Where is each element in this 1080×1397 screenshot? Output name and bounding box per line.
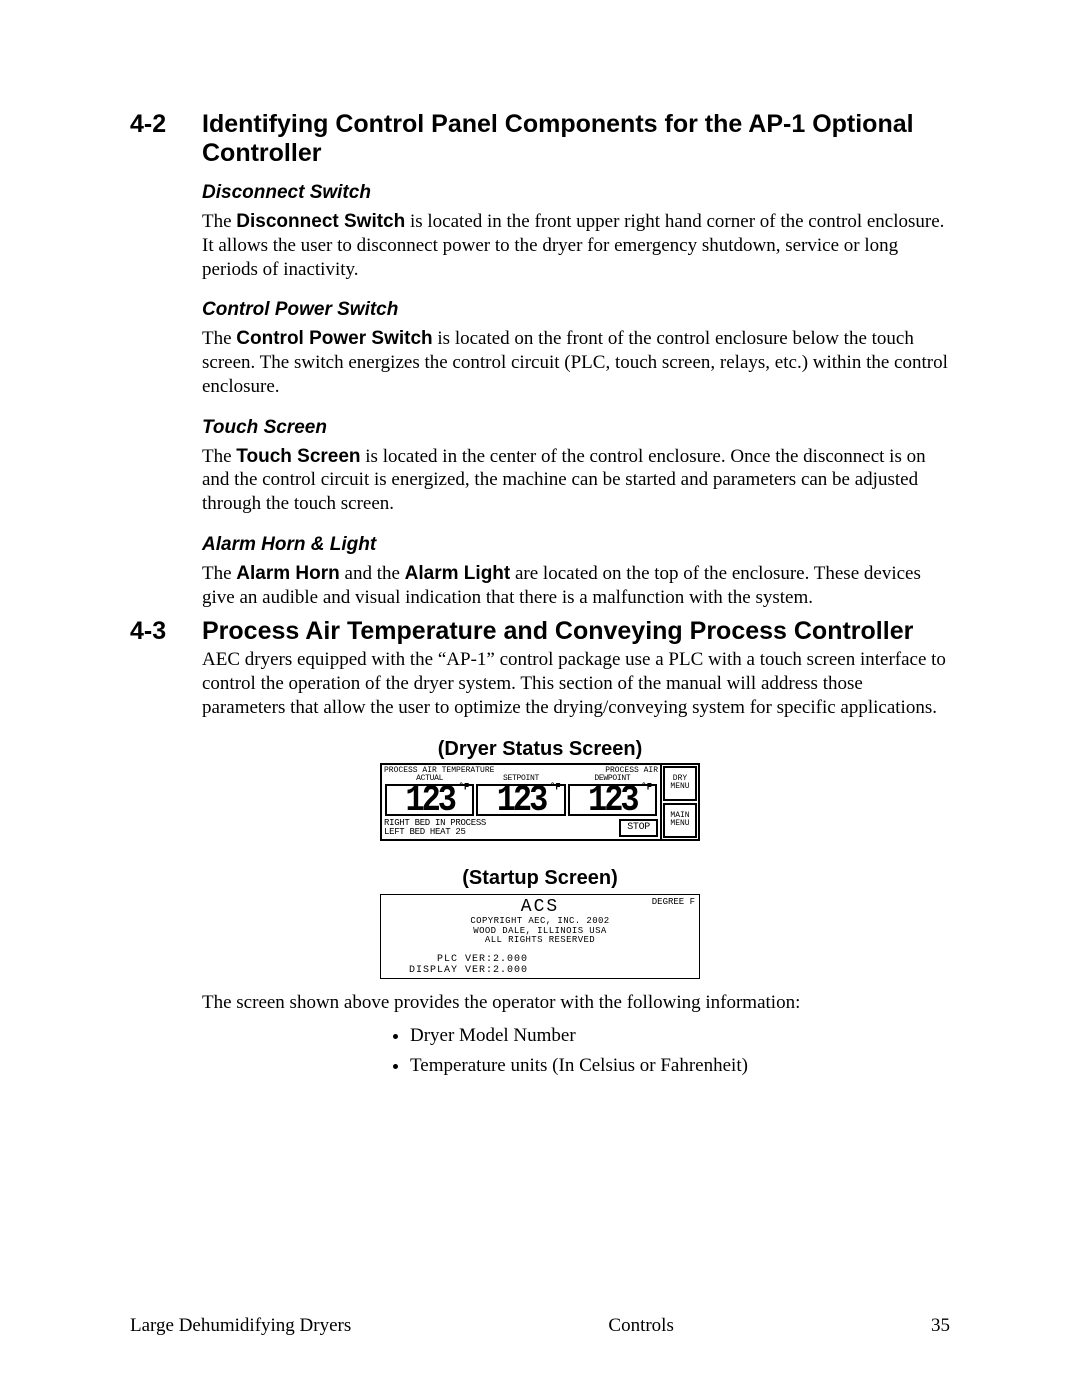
section-4-2-number: 4-2 (130, 110, 202, 168)
footer-right: 35 (931, 1315, 950, 1337)
section-4-3-body: AEC dryers equipped with the “AP-1” cont… (202, 648, 950, 719)
alarm-bold1: Alarm Horn (236, 563, 339, 584)
setpoint-value: 123 (497, 779, 546, 822)
page-footer: Large Dehumidifying Dryers Controls 35 (130, 1315, 950, 1337)
alarm-lead: The (202, 563, 236, 584)
actual-value: 123 (405, 779, 454, 822)
dewpoint-value-box: °F123 (568, 784, 657, 817)
footer-left: Large Dehumidifying Dryers (130, 1315, 351, 1337)
disconnect-lead: The (202, 211, 236, 232)
control-power-heading: Control Power Switch (202, 299, 950, 321)
dryer-status-screen: PROCESS AIR TEMPERATURE PROCESS AIR ACTU… (380, 763, 700, 842)
touch-screen-paragraph: The Touch Screen is located in the cente… (202, 445, 950, 516)
section-4-3-paragraph: AEC dryers equipped with the “AP-1” cont… (202, 648, 950, 719)
degf-3: °F (641, 783, 652, 791)
dryer-status-2: LEFT BED HEAT 25 (384, 828, 486, 837)
section-4-2-heading: 4-2 Identifying Control Panel Components… (130, 110, 950, 168)
disconnect-bold: Disconnect Switch (236, 211, 405, 232)
startup-caption: (Startup Screen) (462, 867, 618, 890)
actual-value-box: °F123 (385, 784, 474, 817)
startup-brand: ACS (383, 897, 697, 917)
disconnect-switch-block: Disconnect Switch The Disconnect Switch … (202, 182, 950, 281)
startup-ver2: DISPLAY VER:2.000 (409, 966, 697, 977)
control-power-block: Control Power Switch The Control Power S… (202, 299, 950, 398)
bullet-list: Dryer Model Number Temperature units (In… (410, 1025, 950, 1077)
touch-screen-block: Touch Screen The Touch Screen is located… (202, 417, 950, 516)
cp-lead: The (202, 328, 236, 349)
dry-menu-button[interactable]: DRY MENU (663, 766, 697, 801)
cp-bold: Control Power Switch (236, 328, 432, 349)
section-4-3-heading: 4-3 Process Air Temperature and Conveyin… (130, 617, 950, 646)
dryer-right-panel: DRY MENU MAIN MENU (660, 765, 698, 840)
dryer-left-panel: PROCESS AIR TEMPERATURE PROCESS AIR ACTU… (382, 765, 660, 840)
degf-1: °F (459, 783, 470, 791)
alarm-block: Alarm Horn & Light The Alarm Horn and th… (202, 534, 950, 610)
disconnect-paragraph: The Disconnect Switch is located in the … (202, 210, 950, 281)
setpoint-value-box: °F123 (476, 784, 565, 817)
disconnect-heading: Disconnect Switch (202, 182, 950, 204)
dryer-digits-row: °F123 °F123 °F123 (384, 783, 658, 818)
degf-2: °F (550, 783, 561, 791)
control-power-paragraph: The Control Power Switch is located on t… (202, 327, 950, 398)
dryer-status-row: RIGHT BED IN PROCESS LEFT BED HEAT 25 ST… (384, 819, 658, 837)
main-menu-button[interactable]: MAIN MENU (663, 803, 697, 838)
startup-degree-label: DEGREE F (652, 897, 695, 907)
section-4-2-title: Identifying Control Panel Components for… (202, 110, 950, 168)
screens-area: (Dryer Status Screen) PROCESS AIR TEMPER… (130, 738, 950, 980)
bullet-2: Temperature units (In Celsius or Fahrenh… (410, 1055, 950, 1077)
section-4-3-number: 4-3 (130, 617, 202, 646)
after-screens-paragraph: The screen shown above provides the oper… (202, 991, 950, 1015)
alarm-paragraph: The Alarm Horn and the Alarm Light are l… (202, 562, 950, 610)
alarm-bold2: Alarm Light (405, 563, 511, 584)
bullet-1: Dryer Model Number (410, 1025, 950, 1047)
dryer-status-caption: (Dryer Status Screen) (438, 738, 643, 761)
alarm-mid: and the (340, 563, 405, 584)
dewpoint-value: 123 (588, 779, 637, 822)
touch-screen-heading: Touch Screen (202, 417, 950, 439)
ts-bold: Touch Screen (236, 446, 360, 467)
alarm-heading: Alarm Horn & Light (202, 534, 950, 556)
stop-button[interactable]: STOP (619, 819, 658, 837)
footer-center: Controls (608, 1315, 673, 1337)
startup-copy3: ALL RIGHTS RESERVED (383, 936, 697, 945)
ts-lead: The (202, 446, 236, 467)
section-4-3-title: Process Air Temperature and Conveying Pr… (202, 617, 950, 646)
startup-screen: DEGREE F ACS COPYRIGHT AEC, INC. 2002 WO… (380, 894, 700, 979)
